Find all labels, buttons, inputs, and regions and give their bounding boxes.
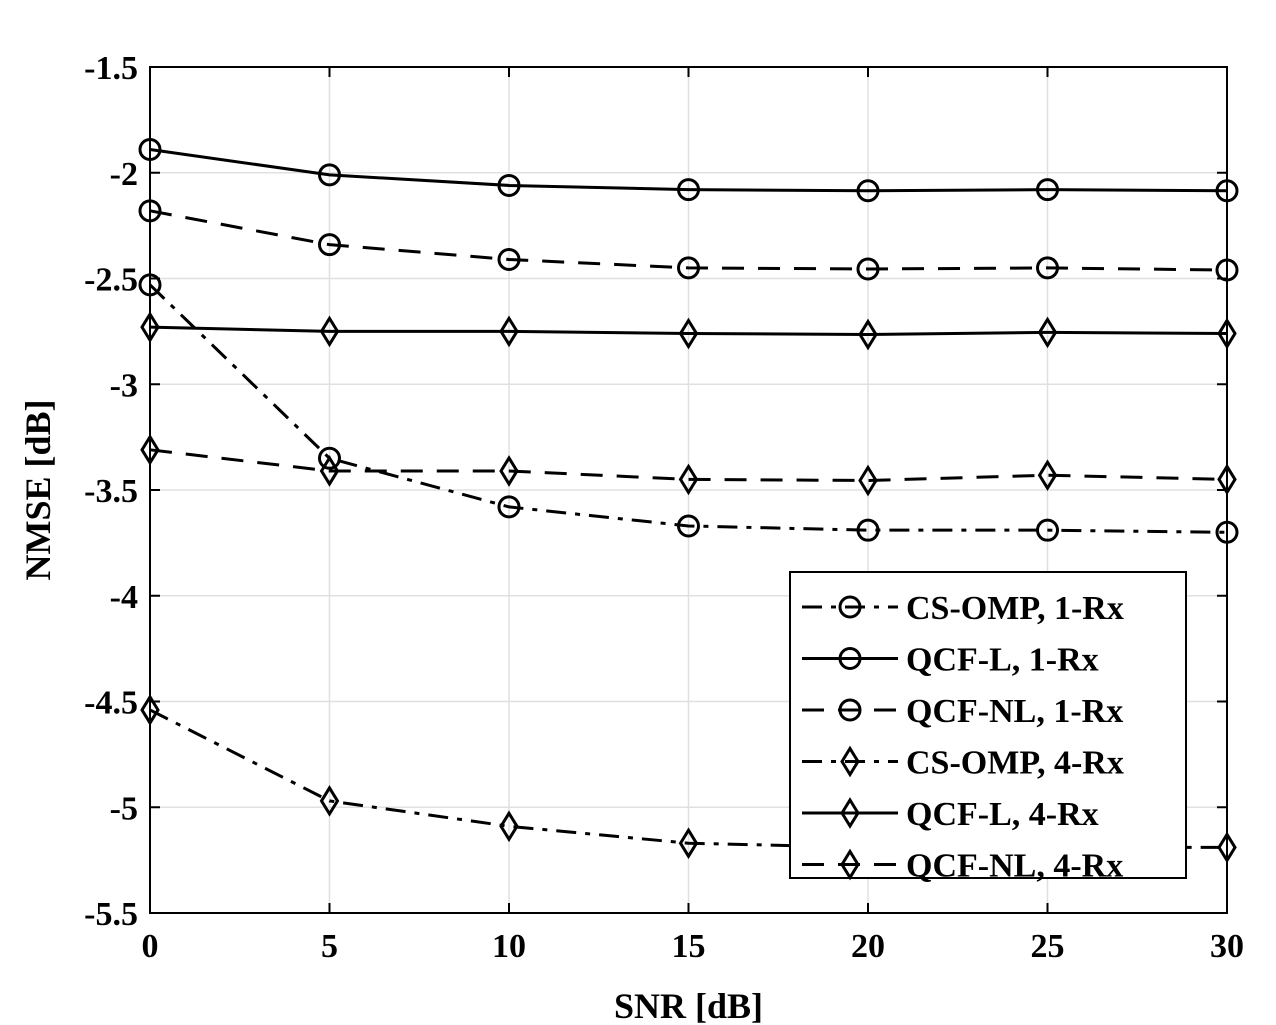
legend-label: QCF-NL, 1-Rx bbox=[906, 693, 1123, 730]
data-point bbox=[497, 495, 521, 519]
x-tick-label: 30 bbox=[1210, 928, 1244, 965]
legend-item: QCF-NL, 4-Rx bbox=[802, 848, 1123, 885]
data-point bbox=[678, 463, 699, 496]
x-tick-label: 10 bbox=[492, 928, 526, 965]
x-tick-label: 0 bbox=[142, 928, 159, 965]
x-axis-label: SNR [dB] bbox=[614, 986, 763, 1025]
y-axis-label: NMSE [dB] bbox=[18, 399, 58, 580]
y-tick-label: -3.5 bbox=[84, 473, 138, 510]
data-point bbox=[319, 455, 340, 487]
y-tick-label: -3 bbox=[110, 367, 138, 404]
legend-item: CS-OMP, 1-Rx bbox=[802, 590, 1124, 627]
legend-item: CS-OMP, 4-Rx bbox=[802, 745, 1124, 782]
y-tick-label: -2 bbox=[110, 156, 138, 193]
data-point bbox=[1037, 316, 1058, 349]
data-point bbox=[858, 464, 878, 497]
data-point bbox=[318, 233, 341, 257]
data-point bbox=[319, 785, 340, 817]
series-line bbox=[149, 448, 1228, 482]
data-point bbox=[677, 514, 700, 538]
data-point bbox=[1036, 256, 1059, 280]
legend-marker bbox=[840, 848, 860, 881]
data-point bbox=[1036, 178, 1059, 202]
legend-label: CS-OMP, 4-Rx bbox=[906, 745, 1124, 782]
data-point bbox=[497, 247, 521, 271]
series-line bbox=[148, 283, 1228, 534]
y-tick-label: -5 bbox=[110, 790, 138, 827]
data-point bbox=[678, 827, 699, 860]
data-point bbox=[499, 455, 519, 487]
y-tick-label: -4.5 bbox=[84, 685, 138, 722]
data-point bbox=[858, 318, 878, 351]
tick-labels: 0 5 10 15 20 25 30 -1.5 -2 -2.5 -3 -3.5 -4 -4.5 -5 -5.5 bbox=[84, 50, 1244, 965]
data-point bbox=[856, 179, 880, 203]
legend-label: CS-OMP, 1-Rx bbox=[906, 590, 1124, 627]
data-point bbox=[678, 317, 699, 350]
legend-item: QCF-L, 4-Rx bbox=[802, 796, 1099, 833]
data-point bbox=[1036, 518, 1059, 542]
data-point bbox=[677, 178, 700, 202]
data-point bbox=[1037, 459, 1058, 492]
legend-marker bbox=[840, 745, 860, 778]
legend-marker bbox=[838, 698, 862, 722]
x-tick-label: 5 bbox=[321, 928, 338, 965]
y-tick-label: -5.5 bbox=[84, 896, 138, 933]
data-point bbox=[319, 315, 340, 348]
legend-marker bbox=[838, 595, 862, 619]
legend-label: QCF-L, 4-Rx bbox=[906, 796, 1099, 833]
y-tick-label: -1.5 bbox=[84, 50, 138, 87]
legend-item: QCF-NL, 1-Rx bbox=[802, 693, 1123, 730]
series-line bbox=[149, 209, 1228, 272]
y-tick-label: -4 bbox=[110, 579, 138, 616]
legend-label: QCF-L, 1-Rx bbox=[906, 642, 1099, 679]
legend-box bbox=[789, 571, 1187, 879]
data-point bbox=[499, 810, 519, 843]
legend-marker bbox=[838, 647, 862, 670]
data-point bbox=[677, 256, 700, 280]
data-point bbox=[497, 173, 521, 197]
data-point bbox=[318, 446, 341, 470]
series-line bbox=[149, 147, 1228, 193]
series-line bbox=[149, 325, 1228, 337]
data-point bbox=[499, 315, 519, 348]
data-point bbox=[856, 257, 880, 281]
data-point bbox=[856, 518, 880, 542]
legend: CS-OMP, 1-Rx QCF-L, 1-Rx QCF-NL, 1-Rx CS-OM… bbox=[789, 571, 1187, 885]
series-5 bbox=[140, 311, 1237, 351]
y-tick-label: -2.5 bbox=[84, 262, 138, 299]
x-tick-label: 20 bbox=[851, 928, 885, 965]
legend-label: QCF-NL, 4-Rx bbox=[906, 848, 1123, 885]
x-tick-label: 15 bbox=[672, 928, 706, 965]
x-tick-label: 25 bbox=[1031, 928, 1065, 965]
legend-marker bbox=[840, 797, 860, 829]
legend-item: QCF-L, 1-Rx bbox=[802, 642, 1099, 679]
data-point bbox=[318, 163, 341, 187]
